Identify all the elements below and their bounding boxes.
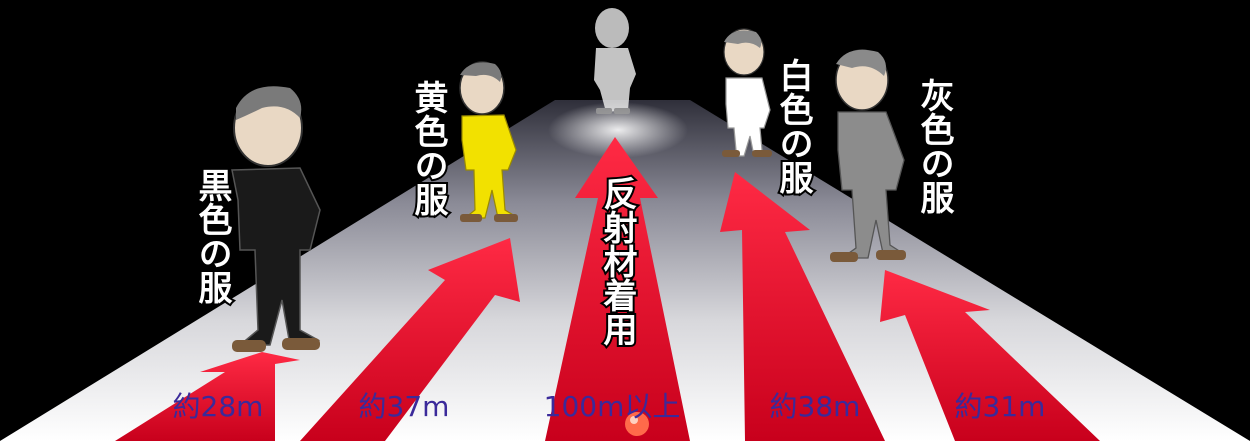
person-black <box>231 86 321 352</box>
label-gray-clothing: 灰色の服 <box>914 78 954 214</box>
arrow-black <box>115 352 300 441</box>
distance-reflective: 100m以上 <box>544 390 681 423</box>
arrow-gray <box>880 270 1100 441</box>
label-reflective: 反射材着用 <box>597 176 638 347</box>
person-gray <box>830 49 906 262</box>
arrow-yellow <box>300 238 520 441</box>
arrow-reflective <box>545 137 690 441</box>
person-white <box>722 28 773 157</box>
label-yellow-clothing: 黄色の服 <box>408 80 448 216</box>
distance-gray: 約31m <box>955 390 1046 423</box>
distance-white: 約38m <box>770 390 861 423</box>
arrow-white <box>720 172 885 441</box>
label-black-clothing: 黒色の服 <box>192 168 232 304</box>
lamp-highlight <box>630 416 638 424</box>
label-white-clothing: 白色の服 <box>773 58 813 194</box>
person-yellow <box>459 61 518 222</box>
light-glow <box>548 102 688 158</box>
distance-yellow: 約37m <box>359 390 450 423</box>
distance-black: 約28m <box>173 390 264 423</box>
person-reflective <box>594 8 636 114</box>
